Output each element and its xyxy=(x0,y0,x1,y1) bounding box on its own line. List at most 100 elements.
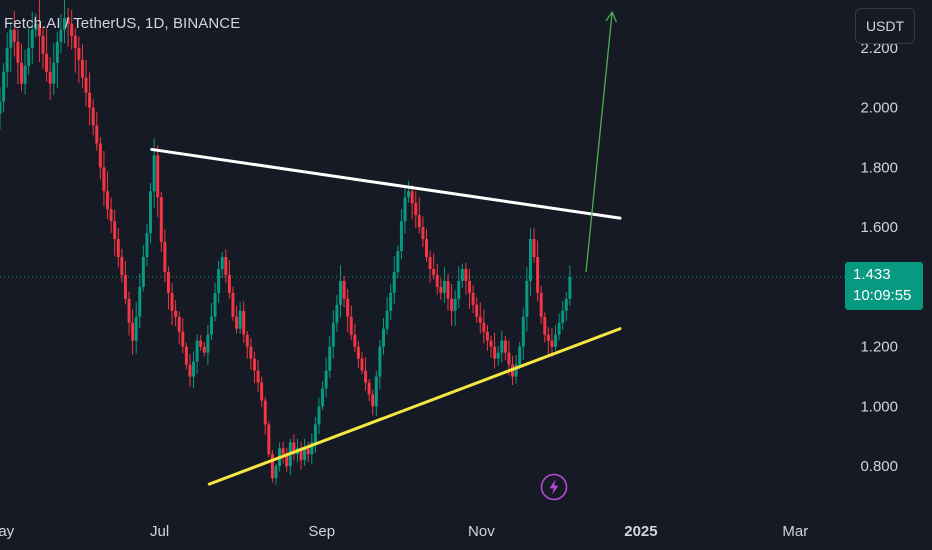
candle-body xyxy=(464,268,468,281)
candle-body xyxy=(561,310,565,323)
candle-body xyxy=(557,322,561,335)
candle-body xyxy=(425,239,429,258)
candle-body xyxy=(378,346,382,377)
candle-body xyxy=(310,442,314,455)
candle-body xyxy=(245,334,249,347)
y-tick-label: 1.600 xyxy=(860,219,898,236)
candle-body xyxy=(399,221,403,252)
candle-body xyxy=(66,17,70,24)
candle-body xyxy=(353,334,357,347)
candle-body xyxy=(482,322,486,332)
candle-body xyxy=(48,71,52,84)
candle-body xyxy=(521,316,525,347)
candle-body xyxy=(5,47,9,72)
candle-body xyxy=(9,29,13,48)
candle-body xyxy=(27,47,31,66)
x-axis[interactable]: May Jul Sep Nov 2025 Mar xyxy=(0,523,808,540)
candle-body xyxy=(507,352,511,365)
candle-body xyxy=(335,304,339,323)
last-price-badge: 1.433 10:09:55 xyxy=(845,262,923,310)
candle-body xyxy=(435,274,439,287)
candle-body xyxy=(0,101,2,114)
candle-body xyxy=(95,125,99,144)
candle-body xyxy=(385,310,389,329)
candle-body xyxy=(367,382,371,395)
candle-body xyxy=(238,310,242,329)
candle-body xyxy=(199,340,203,347)
candle-body xyxy=(489,340,493,347)
candle-body xyxy=(485,331,489,341)
candle-body xyxy=(346,298,350,317)
candle-body xyxy=(156,155,160,198)
candle-body xyxy=(145,233,149,258)
candle-body xyxy=(63,17,67,30)
candle-body xyxy=(70,23,74,36)
projection-arrow[interactable] xyxy=(585,11,613,273)
candle-body xyxy=(263,400,267,425)
candle-body xyxy=(313,424,317,443)
resistance-trendline[interactable] xyxy=(150,147,622,220)
candle-body xyxy=(500,340,504,353)
candle-body xyxy=(202,346,206,353)
y-tick-label: 1.800 xyxy=(860,159,898,176)
candle-body xyxy=(37,23,41,36)
x-tick-label: Mar xyxy=(782,523,808,540)
candle-body xyxy=(220,257,224,269)
x-tick-label: Sep xyxy=(308,523,335,540)
candle-body xyxy=(30,29,34,48)
candle-body xyxy=(364,370,368,383)
candle-body xyxy=(281,448,285,455)
y-tick-label: 1.200 xyxy=(860,339,898,356)
support-trendline[interactable] xyxy=(207,327,622,486)
candle-body xyxy=(20,62,24,84)
y-axis[interactable]: 2.200 2.000 1.800 1.600 1.200 1.000 0.800 xyxy=(860,40,898,475)
candle-body xyxy=(209,316,213,335)
lightning-bolt-icon[interactable] xyxy=(540,473,568,501)
trendlines-group[interactable] xyxy=(150,11,622,486)
candle-body xyxy=(317,406,321,425)
candles-group xyxy=(0,0,572,485)
candle-body xyxy=(338,280,342,305)
candle-body xyxy=(417,215,421,228)
candle-body xyxy=(428,257,432,269)
candle-body xyxy=(321,388,325,407)
candle-body xyxy=(285,454,289,467)
candle-body xyxy=(235,316,239,329)
candle-body xyxy=(12,29,16,42)
candle-body xyxy=(349,316,353,335)
candle-body xyxy=(493,346,497,359)
candle-body xyxy=(554,334,558,347)
candle-body xyxy=(163,242,167,272)
candle-body xyxy=(77,47,81,60)
candle-body xyxy=(439,286,443,293)
candle-body xyxy=(374,376,378,407)
candle-body xyxy=(73,35,77,48)
candle-body xyxy=(532,239,536,258)
candle-body xyxy=(149,191,153,234)
candle-body xyxy=(371,394,375,407)
candle-body xyxy=(206,334,210,353)
candle-body xyxy=(471,292,475,305)
candle-body xyxy=(80,59,84,78)
currency-button[interactable]: USDT xyxy=(855,8,915,44)
candle-body xyxy=(460,268,464,281)
candle-body xyxy=(446,280,450,299)
candle-body xyxy=(360,358,364,371)
candle-body xyxy=(242,310,246,335)
candle-body xyxy=(356,346,360,359)
candle-body xyxy=(568,277,572,299)
candle-body xyxy=(127,298,131,323)
candle-body xyxy=(503,340,507,353)
candle-body xyxy=(407,191,411,198)
candle-body xyxy=(141,257,145,287)
candle-body xyxy=(224,257,228,275)
candle-body xyxy=(227,274,231,293)
candle-body xyxy=(421,227,425,240)
candle-body xyxy=(52,62,56,84)
candle-body xyxy=(468,280,472,293)
candle-body xyxy=(292,442,296,455)
candle-body xyxy=(170,292,174,311)
candle-body xyxy=(138,286,142,317)
candle-body xyxy=(496,352,500,359)
